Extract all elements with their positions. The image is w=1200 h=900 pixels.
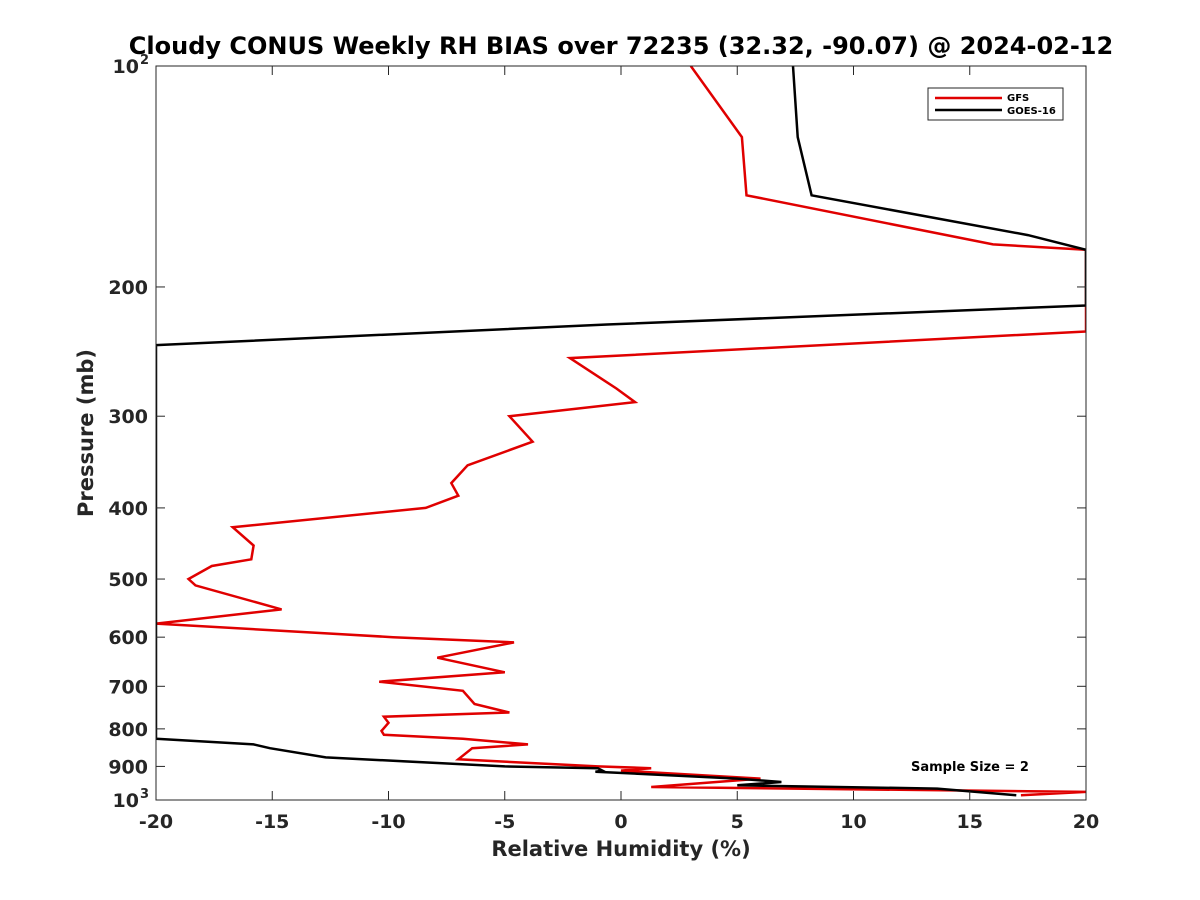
legend: GFS GOES-16 [927,87,1064,121]
x-tick-label: -15 [255,811,289,833]
y-tick-exponent: 2 [140,53,149,68]
y-tick-label: 800 [108,719,148,741]
y-tick-label: 300 [108,406,148,428]
x-tick-label: -5 [494,811,515,833]
legend-label-gfs: GFS [1007,93,1029,104]
x-axis-ticks: -20 -15 -10 -5 0 5 10 15 20 [139,66,1099,833]
x-axis-label: Relative Humidity (%) [491,837,750,861]
x-tick-label: 20 [1073,811,1099,833]
y-tick-exponent: 3 [140,787,149,802]
series-line-goes16 [156,66,1086,797]
x-tick-label: 15 [957,811,983,833]
x-tick-label: -20 [139,811,173,833]
series-layer [156,66,1086,797]
x-tick-label: 0 [614,811,627,833]
legend-label-goes16: GOES-16 [1007,106,1056,117]
y-tick-label: 500 [108,569,148,591]
legend-box [927,87,1064,121]
y-tick-label: 400 [108,498,148,520]
y-tick-label: 900 [108,756,148,778]
x-tick-label: -10 [371,811,405,833]
y-tick-label: 10 [113,790,139,812]
sample-size-annotation: Sample Size = 2 [911,760,1029,775]
y-tick-label: 600 [108,627,148,649]
y-tick-label: 10 [113,56,139,78]
plot-frame [155,65,1087,801]
x-tick-label: 5 [731,811,744,833]
axes-layer [155,65,1087,801]
chart-title: Cloudy CONUS Weekly RH BIAS over 72235 (… [129,32,1113,60]
series-line-gfs [156,66,1086,797]
y-tick-label: 700 [108,676,148,698]
y-axis-label: Pressure (mb) [74,349,98,517]
x-tick-label: 10 [840,811,866,833]
y-tick-label: 200 [108,277,148,299]
